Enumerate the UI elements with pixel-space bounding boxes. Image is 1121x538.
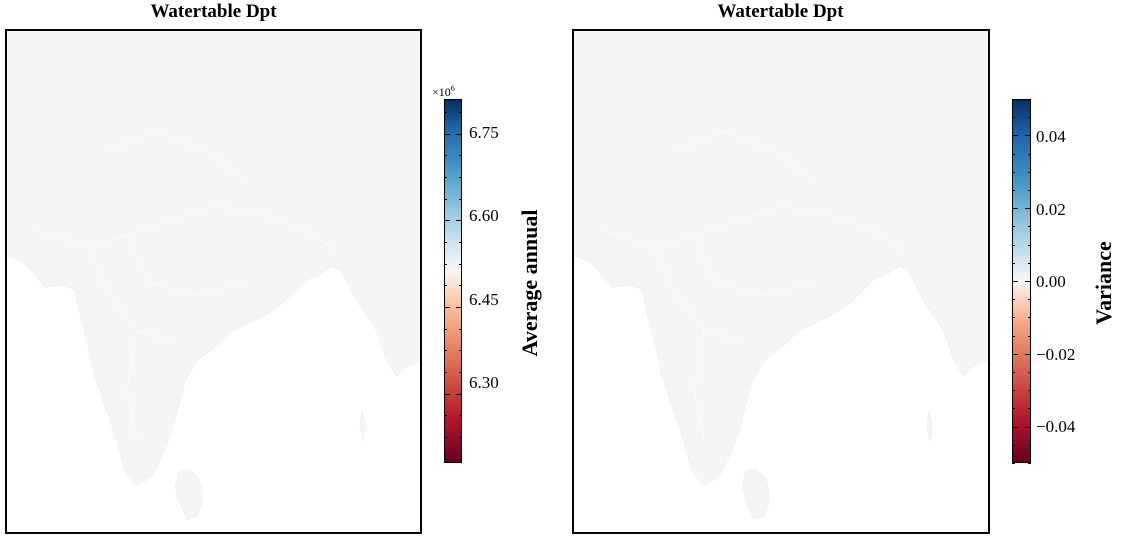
panel2-colorbar-minor-tick: [1028, 117, 1031, 118]
panel1-colorbar-minor-tick: [459, 264, 462, 265]
panel1-landmass: [7, 31, 420, 520]
panel1-colorbar-minor-tick: [459, 155, 462, 156]
panel2-colorbar-minor-tick: [1012, 463, 1015, 464]
panel1-colorbar-major-tick: [444, 220, 450, 221]
panel2-colorbar-minor-tick: [1012, 317, 1015, 318]
panel2-colorbar-tick-label: 0.02: [1036, 200, 1066, 219]
panel2-colorbar-minor-tick: [1028, 445, 1031, 446]
panel1-colorbar-minor-tick: [459, 350, 462, 351]
panel2-colorbar-minor-tick: [1012, 336, 1015, 337]
panel2-colorbar-minor-tick: [1012, 154, 1015, 155]
panel2-colorbar-minor-tick: [1028, 263, 1031, 264]
panel1-colorbar-minor-tick: [459, 437, 462, 438]
panel1-colorbar-minor-tick: [444, 415, 447, 416]
panel2-colorbar-major-tick: [1025, 281, 1031, 282]
panel2-colorbar-minor-tick: [1012, 408, 1015, 409]
panel1-map: [5, 29, 422, 534]
panel2-map-svg: [574, 31, 988, 520]
panel2-colorbar-minor-tick: [1028, 172, 1031, 173]
panel2-colorbar-minor-tick: [1028, 372, 1031, 373]
panel2-colorbar-minor-tick: [1012, 99, 1015, 100]
panel1-colorbar-minor-tick: [459, 372, 462, 373]
panel2-colorbar-major-tick: [1012, 281, 1018, 282]
panel1-colorbar-minor-tick: [444, 459, 447, 460]
panel1-colorbar-minor-tick: [444, 155, 447, 156]
panel1-colorbar: [444, 99, 462, 463]
panel2-borders: [603, 130, 905, 442]
panel2-colorbar-minor-tick: [1028, 226, 1031, 227]
panel1-colorbar-minor-tick: [459, 112, 462, 113]
panel1-colorbar-tick-label: 6.45: [469, 290, 499, 309]
panel1-colorbar-major-tick: [456, 134, 462, 135]
panel2-colorbar-major-tick: [1025, 354, 1031, 355]
panel1-colorbar-minor-tick: [444, 242, 447, 243]
panel2-colorbar-minor-tick: [1028, 317, 1031, 318]
panel1-colorbar-minor-tick: [444, 285, 447, 286]
panel1-colorbar-minor-tick: [444, 329, 447, 330]
panel2-colorbar-minor-tick: [1012, 190, 1015, 191]
panel1-colorbar-tick-label: 6.30: [469, 373, 499, 392]
panel1-title: Watertable Dpt: [150, 1, 277, 22]
panel1-colorbar-major-tick: [444, 394, 450, 395]
panel2-colorbar-minor-tick: [1012, 172, 1015, 173]
panel2-colorbar-label: Variance: [1091, 241, 1116, 325]
panel2-colorbar-minor-tick: [1012, 299, 1015, 300]
panel1-colorbar-multiplier: ×106: [432, 84, 455, 99]
panel2-colorbar-major-tick: [1012, 354, 1018, 355]
panel2-colorbar-minor-tick: [1028, 463, 1031, 464]
panel2-colorbar-minor-tick: [1012, 372, 1015, 373]
panel2-landmass: [574, 31, 988, 520]
panel2-colorbar-tick-label: 0.04: [1036, 127, 1066, 146]
panel1-colorbar-major-tick: [444, 134, 450, 135]
panel2-colorbar-minor-tick: [1012, 390, 1015, 391]
panel1-colorbar-minor-tick: [459, 199, 462, 200]
panel1-colorbar-minor-tick: [459, 242, 462, 243]
panel2-colorbar-major-tick: [1025, 208, 1031, 209]
panel2-colorbar-minor-tick: [1028, 408, 1031, 409]
panel2-colorbar-minor-tick: [1028, 336, 1031, 337]
panel1-colorbar-minor-tick: [459, 459, 462, 460]
panel2-colorbar-major-tick: [1012, 135, 1018, 136]
panel2-colorbar-minor-tick: [1028, 190, 1031, 191]
panel1-colorbar-minor-tick: [444, 112, 447, 113]
panel2-colorbar-minor-tick: [1012, 117, 1015, 118]
panel2-colorbar-minor-tick: [1012, 445, 1015, 446]
panel2-colorbar-major-tick: [1012, 427, 1018, 428]
panel2-colorbar-minor-tick: [1028, 299, 1031, 300]
panel1-colorbar-minor-tick: [444, 372, 447, 373]
panel2-colorbar-minor-tick: [1028, 99, 1031, 100]
panel2-colorbar-minor-tick: [1012, 226, 1015, 227]
panel2-colorbar-major-tick: [1025, 135, 1031, 136]
panel2-colorbar-major-tick: [1012, 208, 1018, 209]
panel2-colorbar-minor-tick: [1012, 245, 1015, 246]
panel1-colorbar-minor-tick: [444, 350, 447, 351]
panel1-colorbar-major-tick: [456, 307, 462, 308]
panel1-colorbar-minor-tick: [444, 177, 447, 178]
panel1-colorbar-major-tick: [456, 394, 462, 395]
panel2-map: [572, 29, 990, 534]
panel1-colorbar-minor-tick: [459, 329, 462, 330]
panel1-colorbar-tick-label: 6.60: [469, 206, 499, 225]
panel1-colorbar-minor-tick: [459, 285, 462, 286]
panel2-colorbar-tick-label: −0.04: [1036, 417, 1076, 436]
panel1-colorbar-minor-tick: [459, 177, 462, 178]
panel1-borders: [36, 130, 338, 442]
panel2-colorbar-major-tick: [1025, 427, 1031, 428]
panel1-colorbar-label: Average annual: [517, 209, 542, 357]
panel1-colorbar-major-tick: [456, 220, 462, 221]
panel1-colorbar-major-tick: [444, 307, 450, 308]
panel2-colorbar-minor-tick: [1028, 154, 1031, 155]
panel2-colorbar-tick-label: 0.00: [1036, 272, 1066, 291]
panel2-colorbar-minor-tick: [1028, 245, 1031, 246]
panel1-colorbar-tick-label: 6.75: [469, 123, 499, 142]
panel1-colorbar-minor-tick: [444, 264, 447, 265]
panel2-colorbar-tick-label: −0.02: [1036, 345, 1076, 364]
panel2-colorbar-minor-tick: [1012, 263, 1015, 264]
panel1-colorbar-minor-tick: [444, 437, 447, 438]
panel1-colorbar-minor-tick: [444, 199, 447, 200]
panel1-colorbar-minor-tick: [459, 415, 462, 416]
panel2-title: Watertable Dpt: [717, 1, 844, 22]
panel1-map-svg: [7, 31, 420, 520]
panel2-colorbar-minor-tick: [1028, 390, 1031, 391]
